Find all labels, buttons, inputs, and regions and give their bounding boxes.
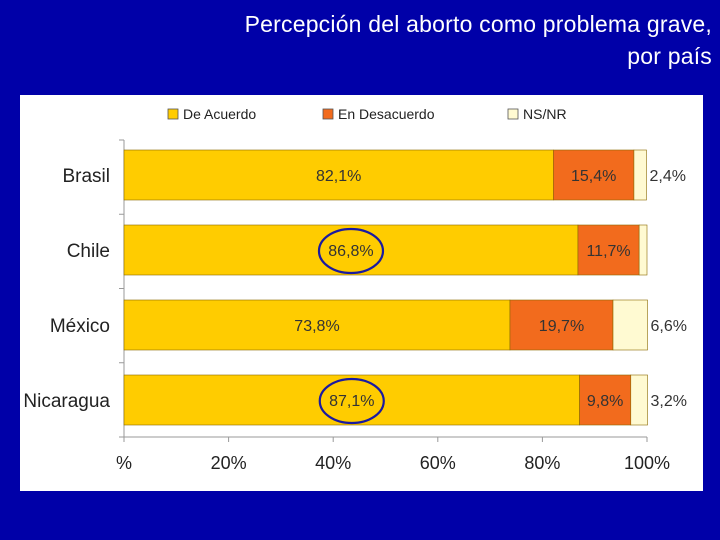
- data-label-chile-1: 86,8%: [328, 243, 373, 260]
- legend-swatch-1: [167, 108, 179, 120]
- legend-swatch-2: [322, 108, 334, 120]
- category-label-nicaragua: Nicaragua: [23, 391, 110, 412]
- bar-chile-3: [638, 224, 648, 276]
- data-label-brasil-2: 15,4%: [571, 168, 616, 185]
- category-label-brasil: Brasil: [62, 166, 110, 187]
- bar-méxico-1: [123, 299, 511, 351]
- data-label-nicaragua-3: 3,2%: [651, 393, 687, 410]
- x-tick-label-1: %: [116, 453, 132, 473]
- stacked-bar-chart: De Acuerdo En Desacuerdo NS/NR% 20% 40% 60% 80…: [23, 106, 687, 473]
- bar-chile-1: [123, 224, 579, 276]
- slide-title: Percepción del aborto como problema grav…: [245, 8, 712, 72]
- category-label-chile: Chile: [67, 241, 110, 262]
- chart-panel: De Acuerdo En Desacuerdo NS/NR% 20% 40% 60% 80…: [20, 95, 703, 491]
- data-label-nicaragua-2: 9,8%: [587, 393, 623, 410]
- bar-nicaragua-1: [123, 374, 580, 426]
- bar-méxico-2: [509, 299, 614, 351]
- x-tick-label-2: 20%: [211, 453, 247, 473]
- bar-nicaragua-3: [630, 374, 648, 426]
- highlight-circle-chile: [317, 227, 385, 275]
- data-label-nicaragua-1: 87,1%: [329, 393, 374, 410]
- x-tick-label-5: 80%: [524, 453, 560, 473]
- slide-title-line-1: Percepción del aborto como problema grav…: [244, 11, 712, 37]
- legend-label-2: En Desacuerdo: [338, 106, 435, 122]
- slide-title-line-2: por país: [627, 43, 712, 69]
- data-label-méxico-3: 6,6%: [651, 318, 687, 335]
- data-label-brasil-1: 82,1%: [316, 168, 361, 185]
- bar-chile-2: [577, 224, 640, 276]
- x-tick-label-4: 60%: [420, 453, 456, 473]
- data-label-chile-2: 11,7%: [586, 243, 630, 260]
- bar-brasil-2: [553, 149, 635, 201]
- x-tick-label-6: 100%: [624, 453, 670, 473]
- legend-label-1: De Acuerdo: [183, 106, 256, 122]
- data-label-méxico-1: 73,8%: [294, 318, 339, 335]
- bar-méxico-3: [612, 299, 648, 351]
- highlight-circle-nicaragua: [318, 377, 385, 425]
- legend-swatch-3: [507, 108, 519, 120]
- x-tick-label-3: 40%: [315, 453, 351, 473]
- bar-brasil-3: [633, 149, 647, 201]
- legend-label-3: NS/NR: [523, 106, 567, 122]
- bar-brasil-1: [123, 149, 554, 201]
- data-label-brasil-3: 2,4%: [649, 168, 685, 185]
- data-label-méxico-2: 19,7%: [539, 318, 584, 335]
- category-label-méxico: México: [50, 316, 110, 337]
